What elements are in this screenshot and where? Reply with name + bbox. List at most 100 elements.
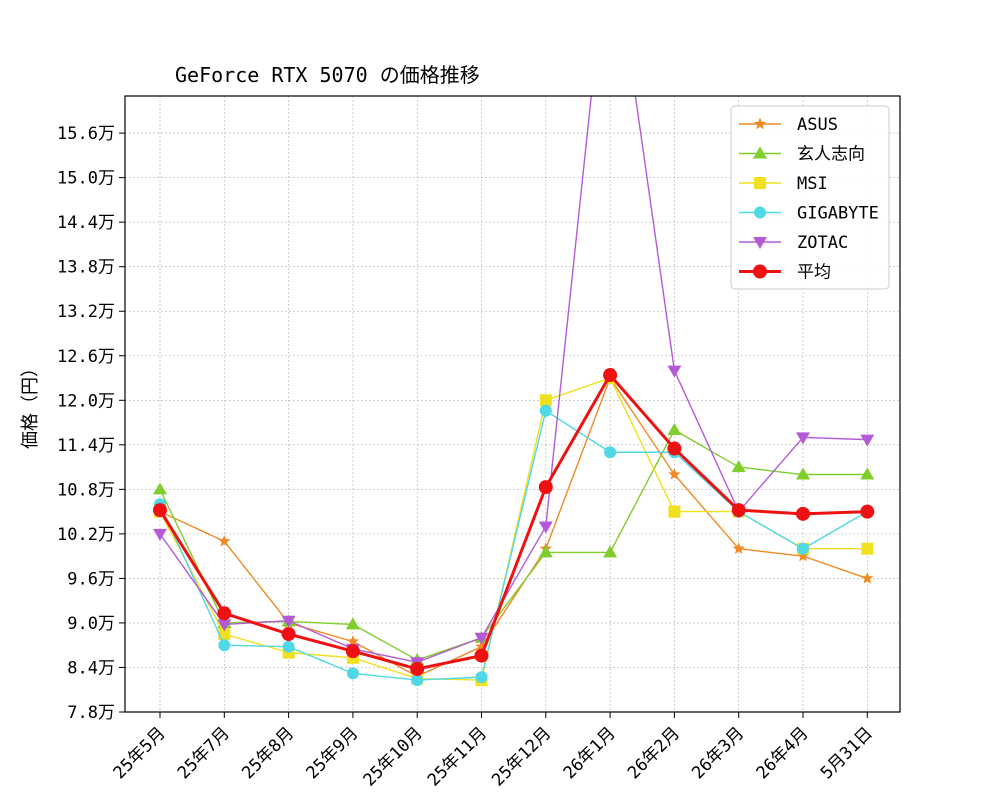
- y-tick-label: 11.4万: [57, 436, 115, 456]
- y-tick-label: 13.8万: [57, 258, 115, 278]
- data-point: [860, 467, 875, 480]
- y-tick-label: 12.0万: [57, 391, 115, 411]
- data-point: [797, 542, 809, 555]
- x-tick-label: 25年9月: [303, 723, 363, 783]
- legend-label: ZOTAC: [797, 233, 848, 253]
- x-tick-label: 26年4月: [753, 723, 813, 783]
- series-MSI: [154, 372, 874, 687]
- x-tick-label: 25年11月: [424, 723, 491, 790]
- data-point: [538, 545, 553, 558]
- data-point: [153, 528, 167, 541]
- data-point: [539, 394, 552, 407]
- data-point: [731, 503, 746, 518]
- data-point: [732, 542, 745, 554]
- data-point: [281, 615, 296, 628]
- data-point: [345, 617, 360, 630]
- series-平均: [153, 368, 875, 676]
- y-tick-label: 15.6万: [57, 124, 115, 144]
- x-tick-label: 5月31日: [817, 723, 877, 783]
- data-point: [860, 434, 875, 447]
- y-tick-label: 14.4万: [57, 213, 115, 233]
- y-axis-label: 価格（円）: [20, 359, 41, 449]
- data-point: [754, 206, 766, 219]
- legend-label: 玄人志向: [797, 145, 865, 165]
- data-point: [604, 446, 617, 459]
- legend-entry: ZOTAC: [739, 233, 848, 253]
- legend-label: 平均: [797, 263, 831, 283]
- data-point: [796, 506, 810, 521]
- data-point: [411, 674, 424, 687]
- data-point: [668, 505, 681, 518]
- data-point: [603, 368, 618, 383]
- data-point: [410, 661, 425, 676]
- legend-entry: MSI: [739, 174, 828, 194]
- y-tick-label: 15.0万: [57, 169, 115, 189]
- data-point: [753, 146, 767, 159]
- data-point: [667, 422, 682, 435]
- x-tick-label: 26年3月: [688, 723, 748, 783]
- x-tick-label: 25年10月: [360, 723, 427, 790]
- data-point: [753, 117, 767, 130]
- data-point: [731, 460, 746, 473]
- data-point: [217, 606, 232, 621]
- data-point: [218, 534, 231, 547]
- data-point: [861, 571, 874, 584]
- data-point: [796, 549, 810, 562]
- data-point: [217, 619, 232, 632]
- y-tick-label: 9.0万: [67, 614, 115, 634]
- data-point: [281, 627, 296, 642]
- x-tick-label: 25年12月: [488, 723, 555, 790]
- data-point: [475, 671, 488, 684]
- data-point: [538, 480, 553, 495]
- data-point: [475, 640, 488, 652]
- x-tick-label: 25年8月: [238, 723, 298, 783]
- legend-entry: ASUS: [739, 115, 838, 135]
- data-point: [346, 634, 360, 647]
- data-point: [538, 521, 553, 534]
- series-line: [158, 373, 868, 671]
- x-tick-label: 25年5月: [110, 723, 170, 783]
- data-point: [153, 503, 167, 518]
- data-point: [282, 640, 295, 653]
- y-tick-label: 12.6万: [57, 347, 115, 367]
- legend-entry: GIGABYTE: [739, 204, 879, 224]
- legend-entry: 玄人志向: [739, 145, 865, 165]
- legend-label: ASUS: [797, 115, 838, 135]
- data-point: [345, 644, 360, 659]
- x-tick-label: 26年1月: [560, 723, 620, 783]
- data-point: [474, 632, 489, 645]
- x-tick-label: 25年7月: [174, 723, 234, 783]
- data-point: [603, 545, 618, 558]
- y-tick-label: 8.4万: [67, 658, 115, 678]
- data-point: [860, 504, 875, 519]
- legend-label: GIGABYTE: [797, 204, 879, 224]
- series-line: [159, 96, 868, 663]
- series-line: [159, 377, 868, 678]
- data-point: [668, 468, 681, 480]
- series-line: [159, 377, 868, 681]
- plot-frame: [124, 95, 901, 713]
- data-point: [667, 441, 682, 456]
- chart-title: GeForce RTX 5070 の価格推移: [175, 63, 480, 87]
- data-point: [539, 404, 552, 417]
- y-axis-ticks: 7.8万 8.4万 9.0万 9.6万 10.2万 10.8万 11.4万 12.0万 12.6…: [57, 124, 125, 723]
- y-tick-label: 13.2万: [57, 302, 115, 322]
- data-point: [861, 542, 874, 555]
- y-tick-label: 7.8万: [67, 703, 115, 723]
- data-point: [753, 264, 767, 279]
- data-point: [754, 177, 766, 189]
- series-layer: [153, 96, 875, 687]
- data-point: [218, 639, 231, 652]
- data-point: [796, 467, 810, 480]
- series-GIGABYTE: [154, 404, 874, 687]
- data-point: [474, 648, 489, 663]
- legend-box: [730, 105, 890, 290]
- y-tick-label: 10.2万: [57, 525, 115, 545]
- legend: ASUS 玄人志向 MSI GIGABYTE ZOTAC 平均: [730, 105, 890, 290]
- x-tick-label: 26年2月: [624, 723, 684, 783]
- data-point: [753, 237, 767, 249]
- data-point: [667, 365, 682, 378]
- legend-label: MSI: [797, 174, 828, 194]
